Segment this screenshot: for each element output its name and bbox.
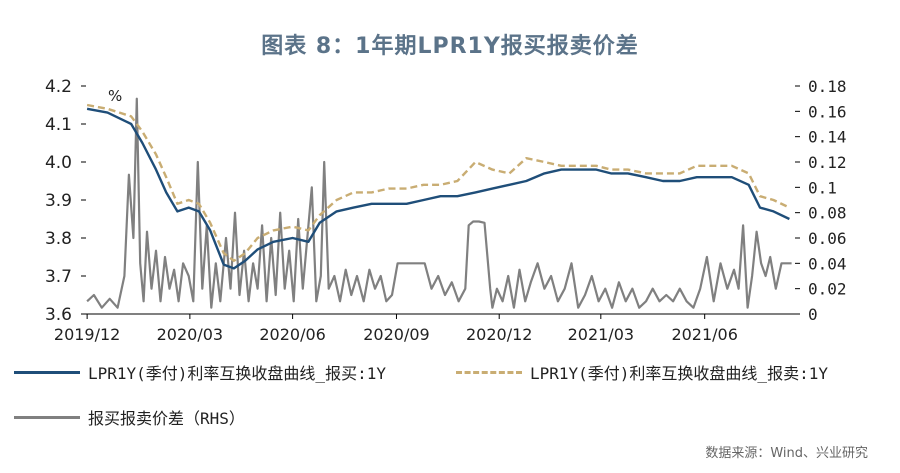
left-axis-unit: % bbox=[108, 87, 122, 105]
right-tick-label: 0.04 bbox=[808, 254, 847, 273]
ask-series-line bbox=[86, 103, 790, 262]
right-tick-label: 0.02 bbox=[808, 280, 847, 299]
left-tick-label: 3.8 bbox=[45, 229, 72, 249]
left-tick-label: 3.6 bbox=[45, 305, 72, 325]
legend-bid: LPR1Y(季付)利率互换收盘曲线_报买:1Y bbox=[14, 360, 386, 384]
legend-ask-swatch bbox=[456, 370, 522, 374]
legend-bid-label: LPR1Y(季付)利率互换收盘曲线_报买:1Y bbox=[88, 364, 386, 383]
legend-bid-swatch bbox=[14, 370, 80, 374]
right-tick-label: 0.08 bbox=[808, 204, 847, 223]
x-tick-label: 2020/12 bbox=[466, 325, 532, 344]
left-tick-label: 4.2 bbox=[45, 77, 72, 97]
legend-spread-swatch bbox=[14, 415, 80, 419]
x-tick-label: 2021/03 bbox=[568, 325, 634, 344]
left-tick-label: 4.1 bbox=[45, 115, 72, 135]
x-tick-label: 2019/12 bbox=[54, 325, 120, 344]
data-source: 数据来源：Wind、兴业研究 bbox=[705, 446, 868, 461]
x-tick-label: 2021/06 bbox=[671, 325, 737, 344]
legend-ask-label: LPR1Y(季付)利率互换收盘曲线_报卖:1Y bbox=[530, 364, 828, 383]
right-tick-label: 0.06 bbox=[808, 229, 847, 248]
x-tick-label: 2020/03 bbox=[157, 325, 223, 344]
legend-ask: LPR1Y(季付)利率互换收盘曲线_报卖:1Y bbox=[456, 360, 828, 384]
left-tick-label: 3.7 bbox=[45, 267, 72, 287]
left-tick-label: 4.0 bbox=[45, 153, 72, 173]
x-tick-label: 2020/09 bbox=[363, 325, 429, 344]
x-tick-label: 2020/06 bbox=[259, 325, 325, 344]
legend-spread-label: 报买报卖价差（RHS） bbox=[88, 409, 245, 428]
legend-spread: 报买报卖价差（RHS） bbox=[14, 405, 245, 429]
left-tick-label: 3.9 bbox=[45, 191, 72, 211]
right-tick-label: 0.14 bbox=[808, 128, 847, 147]
chart-title: 图表 8：1年期LPR1Y报买报卖价差 bbox=[261, 34, 639, 59]
bid-series-line bbox=[86, 107, 790, 270]
right-tick-label: 0 bbox=[808, 305, 818, 324]
right-tick-label: 0.16 bbox=[808, 102, 847, 121]
right-tick-label: 0.1 bbox=[808, 178, 837, 197]
spread-series-line bbox=[86, 97, 792, 309]
right-tick-label: 0.18 bbox=[808, 77, 847, 96]
right-tick-label: 0.12 bbox=[808, 153, 847, 172]
